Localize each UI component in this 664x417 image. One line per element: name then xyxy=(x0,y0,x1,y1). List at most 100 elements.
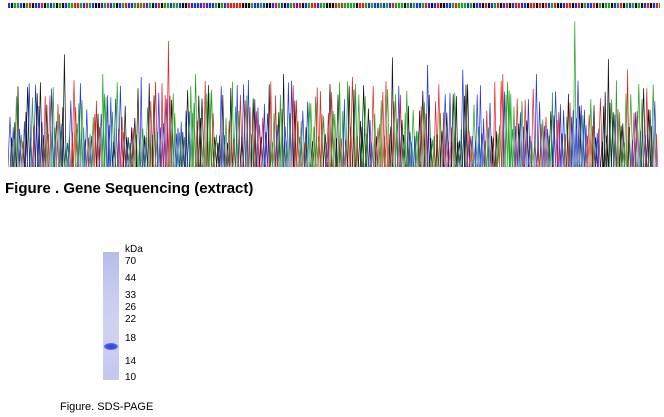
trace-peak xyxy=(37,106,41,168)
trace-peak xyxy=(156,92,161,168)
base-call-mark xyxy=(44,3,47,8)
base-call-mark xyxy=(113,3,116,8)
base-call-mark xyxy=(92,3,95,8)
trace-peak xyxy=(597,128,601,168)
trace-peak xyxy=(642,135,648,168)
base-call-mark xyxy=(638,3,641,8)
base-call-mark xyxy=(191,3,194,8)
base-call-mark xyxy=(143,3,146,8)
base-call-mark xyxy=(437,3,440,8)
trace-peak xyxy=(89,135,94,168)
base-call-mark xyxy=(98,3,101,8)
base-call-mark xyxy=(335,3,338,8)
marker-label: 70 xyxy=(125,256,137,267)
base-call-mark xyxy=(254,3,257,8)
trace-peak xyxy=(84,109,89,168)
trace-peak xyxy=(413,136,417,168)
trace-peak xyxy=(348,127,353,168)
trace-peak xyxy=(335,94,341,168)
trace-peak xyxy=(118,85,123,168)
trace-peak xyxy=(145,107,150,168)
trace-peak xyxy=(150,134,155,168)
trace-peak xyxy=(496,133,500,168)
trace-peak xyxy=(530,88,536,168)
trace-peak xyxy=(590,125,595,168)
base-call-mark xyxy=(632,3,635,8)
base-call-mark xyxy=(206,3,209,8)
trace-peak xyxy=(86,137,91,168)
trace-peak xyxy=(604,135,609,168)
trace-peak xyxy=(486,127,491,168)
trace-peak xyxy=(108,97,113,168)
base-call-mark xyxy=(86,3,89,8)
base-call-mark xyxy=(146,3,149,8)
trace-peak xyxy=(204,93,209,168)
trace-peak xyxy=(370,85,376,168)
base-call-mark xyxy=(518,3,521,8)
trace-peak xyxy=(306,102,312,168)
chromatogram xyxy=(8,21,659,168)
trace-peak xyxy=(43,96,48,168)
base-call-mark xyxy=(326,3,329,8)
trace-peak xyxy=(49,88,54,168)
base-call-mark xyxy=(527,3,530,8)
trace-peak xyxy=(356,94,362,168)
trace-peak xyxy=(610,112,616,168)
trace-peak xyxy=(569,116,574,168)
trace-peak xyxy=(650,84,656,168)
base-call-mark xyxy=(23,3,26,8)
base-call-mark xyxy=(257,3,260,8)
trace-peak xyxy=(327,84,333,168)
base-call-mark xyxy=(515,3,518,8)
trace-peak xyxy=(639,98,645,168)
trace-peak xyxy=(543,116,549,168)
trace-peak xyxy=(121,132,126,168)
base-call-mark xyxy=(221,3,224,8)
base-call-mark xyxy=(593,3,596,8)
base-call-mark xyxy=(344,3,347,8)
base-call-mark xyxy=(233,3,236,8)
base-call-mark xyxy=(461,3,464,8)
base-call-mark xyxy=(524,3,527,8)
trace-peak xyxy=(403,112,407,168)
base-call-mark xyxy=(455,3,458,8)
trace-peak xyxy=(225,142,230,168)
base-call-mark xyxy=(539,3,542,8)
trace-peak xyxy=(644,88,649,168)
trace-peak xyxy=(143,137,149,168)
trace-peak xyxy=(163,95,168,168)
base-call-mark xyxy=(182,3,185,8)
trace-peak xyxy=(548,111,553,168)
trace-peak xyxy=(463,84,469,168)
trace-peak xyxy=(467,131,472,168)
base-call-mark xyxy=(395,3,398,8)
trace-peak xyxy=(377,124,382,168)
trace-peak xyxy=(320,114,324,168)
trace-peak xyxy=(14,96,19,168)
base-call-mark xyxy=(413,3,416,8)
base-call-mark xyxy=(134,3,137,8)
base-call-mark xyxy=(434,3,437,8)
trace-peak xyxy=(654,133,659,168)
trace-peak xyxy=(293,100,297,168)
trace-peak xyxy=(536,142,540,168)
trace-peak xyxy=(140,128,145,168)
trace-peak xyxy=(254,111,259,168)
trace-peak xyxy=(287,112,293,168)
base-call-mark xyxy=(359,3,362,8)
base-call-mark xyxy=(644,3,647,8)
base-call-strip xyxy=(8,3,660,8)
trace-peak xyxy=(575,80,581,168)
trace-peak xyxy=(212,136,218,168)
trace-peak xyxy=(438,112,443,168)
base-call-mark xyxy=(200,3,203,8)
trace-peak xyxy=(555,119,559,168)
trace-peak xyxy=(265,113,271,168)
trace-peak xyxy=(603,91,607,168)
trace-peak xyxy=(142,135,147,168)
trace-peak xyxy=(151,95,157,168)
base-call-mark xyxy=(299,3,302,8)
trace-peak xyxy=(343,139,349,168)
base-call-mark xyxy=(368,3,371,8)
base-call-mark xyxy=(245,3,248,8)
